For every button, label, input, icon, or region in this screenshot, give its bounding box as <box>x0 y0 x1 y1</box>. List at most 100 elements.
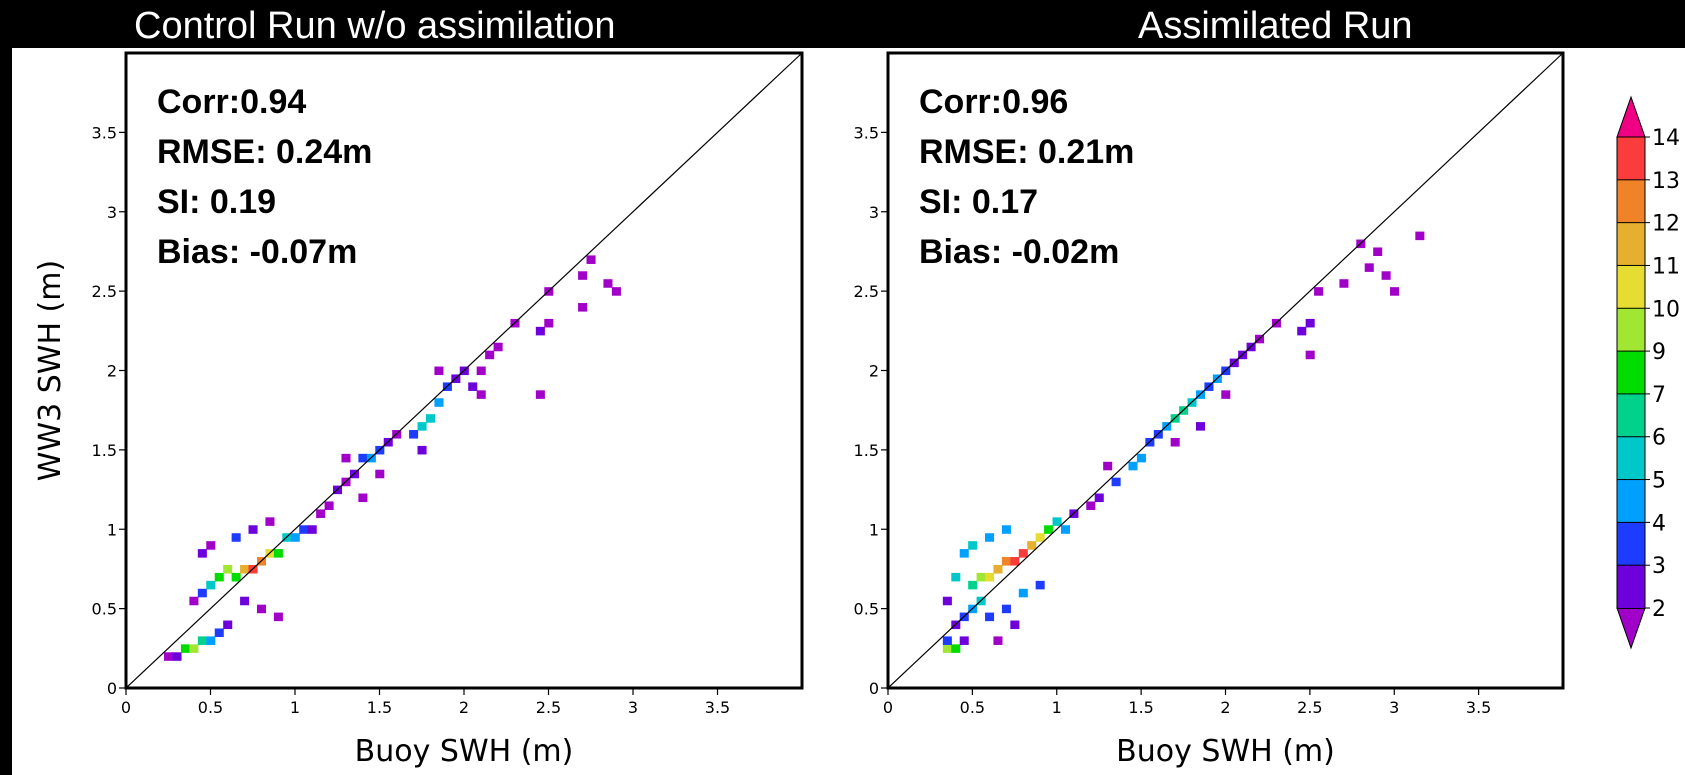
stats-line: Corr:0.94 <box>157 83 306 121</box>
density-cell <box>1314 287 1324 296</box>
stats-line: Corr:0.96 <box>919 83 1068 121</box>
density-cell <box>256 604 267 614</box>
y-tick-label: 3 <box>869 203 879 222</box>
density-cell <box>358 493 368 503</box>
density-cell <box>1221 390 1231 399</box>
density-cell <box>273 549 283 558</box>
density-cell <box>316 509 326 518</box>
x-tick-label: 2 <box>459 698 469 717</box>
density-cell <box>1052 517 1062 526</box>
density-cell <box>248 525 258 534</box>
density-cell <box>535 326 545 336</box>
density-cell <box>180 644 190 653</box>
density-cell <box>1001 525 1011 534</box>
density-cell <box>951 644 961 653</box>
density-cell <box>976 572 986 582</box>
stats-line: Bias: -0.07m <box>157 233 357 271</box>
density-cell <box>942 596 952 606</box>
density-cell <box>1018 549 1028 558</box>
density-cell <box>1111 477 1121 487</box>
y-tick-label: 1.5 <box>92 441 117 460</box>
density-cell <box>1297 326 1307 336</box>
density-cell <box>375 469 385 479</box>
density-cell <box>1035 580 1045 590</box>
density-cell <box>223 564 233 574</box>
density-cell <box>968 541 978 550</box>
colorbar-label: 6 <box>1652 426 1666 451</box>
density-cell <box>578 303 588 312</box>
density-cell <box>206 636 216 645</box>
density-cell <box>214 572 224 582</box>
x-tick-label: 3 <box>628 698 638 717</box>
density-cell <box>951 572 961 582</box>
colorbar-label: 4 <box>1652 511 1666 536</box>
colorbar-segment <box>1616 264 1646 310</box>
y-tick-label: 2.5 <box>92 282 117 301</box>
density-cell <box>231 572 241 582</box>
colorbar-bottom-arrow <box>1616 607 1646 650</box>
density-cell <box>476 390 486 399</box>
stats-line: RMSE: 0.24m <box>157 133 372 171</box>
density-cell <box>942 636 952 645</box>
colorbar-segment <box>1616 564 1646 609</box>
x-tick-label: 3.5 <box>1466 698 1491 717</box>
x-tick-label: 2.5 <box>1297 698 1322 717</box>
x-tick-label: 1.5 <box>1128 698 1153 717</box>
stats-line: RMSE: 0.21m <box>919 133 1134 171</box>
x-tick-label: 0 <box>883 698 893 717</box>
y-tick-label: 3 <box>107 203 117 222</box>
colorbar-segment <box>1616 179 1646 224</box>
density-cell <box>290 533 300 542</box>
density-cell <box>1010 620 1020 630</box>
density-cell <box>1339 279 1349 288</box>
colorbar-segment <box>1616 136 1646 181</box>
colorbar-top-arrow <box>1616 95 1646 138</box>
y-tick-label: 2 <box>107 362 117 381</box>
density-cell <box>1390 287 1400 296</box>
density-cell <box>189 644 199 653</box>
density-cell <box>172 652 182 661</box>
density-cell <box>273 612 283 622</box>
x-axis-label: Buoy SWH (m) <box>355 734 574 769</box>
colorbar-label: 7 <box>1652 383 1666 408</box>
density-cell <box>1018 588 1028 598</box>
plot-area-background <box>12 48 1605 775</box>
right-scatter-density-panel: 00 0.5 0.5 1 1 1.5 1.5 2 2 2.5 2.5 3 3 3.5 3.5 Buoy SWH… <box>854 51 1565 769</box>
density-cell <box>265 517 275 526</box>
x-tick-label: 3.5 <box>705 698 730 717</box>
y-tick-label: 0.5 <box>92 600 117 619</box>
x-tick-label: 0.5 <box>198 698 223 717</box>
one-to-one-line <box>887 52 1564 689</box>
density-cell <box>1044 525 1054 534</box>
density-cell <box>1305 350 1315 360</box>
density-cell <box>468 382 478 391</box>
density-cell <box>1128 461 1138 471</box>
x-tick-label: 2 <box>1220 698 1230 717</box>
colorbar-label: 14 <box>1652 126 1680 151</box>
colorbar-label: 10 <box>1652 297 1680 322</box>
density-cell <box>197 636 207 645</box>
density-cell <box>985 572 995 582</box>
density-cell <box>434 398 444 407</box>
density-cell <box>1035 533 1045 542</box>
y-tick-label: 3.5 <box>854 123 879 142</box>
density-cell <box>603 279 613 288</box>
density-cell <box>1415 231 1425 241</box>
density-cell <box>164 652 174 661</box>
one-to-one-line <box>125 52 803 689</box>
density-cell <box>1086 501 1096 511</box>
density-cell <box>223 620 233 630</box>
left-panel-title: Control Run w/o assimilation <box>134 5 616 47</box>
y-tick-label: 1 <box>107 520 117 539</box>
y-tick-label: 3.5 <box>92 123 117 142</box>
density-cell <box>1373 247 1383 257</box>
y-tick-label: 0.5 <box>854 600 879 619</box>
colorbar-label: 13 <box>1652 169 1680 194</box>
density-cell <box>358 453 368 463</box>
density-cell <box>535 390 545 399</box>
stats-line: SI: 0.17 <box>919 183 1038 221</box>
density-cell <box>1001 557 1011 566</box>
density-cell <box>409 430 419 439</box>
density-cell <box>197 549 207 558</box>
density-cell <box>417 445 427 455</box>
